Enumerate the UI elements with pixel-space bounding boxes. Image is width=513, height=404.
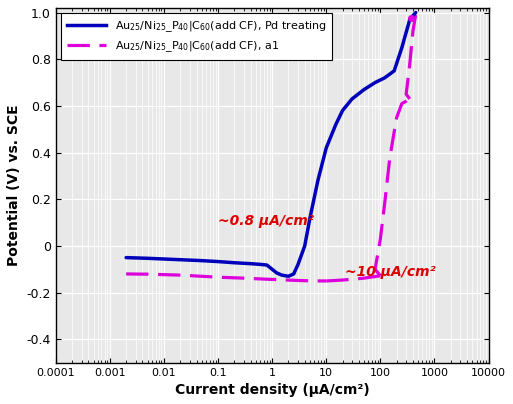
X-axis label: Current density (μA/cm²): Current density (μA/cm²)	[175, 383, 369, 397]
Text: ~10 μA/cm²: ~10 μA/cm²	[345, 265, 436, 279]
Text: ~0.8 μA/cm²: ~0.8 μA/cm²	[218, 214, 314, 228]
Legend: Au$_{25}$/Ni$_{25}$_P$_{40}$|C$_{60}$(add CF), Pd treating, Au$_{25}$/Ni$_{25}$_: Au$_{25}$/Ni$_{25}$_P$_{40}$|C$_{60}$(ad…	[61, 13, 332, 60]
Y-axis label: Potential (V) vs. SCE: Potential (V) vs. SCE	[7, 104, 21, 266]
